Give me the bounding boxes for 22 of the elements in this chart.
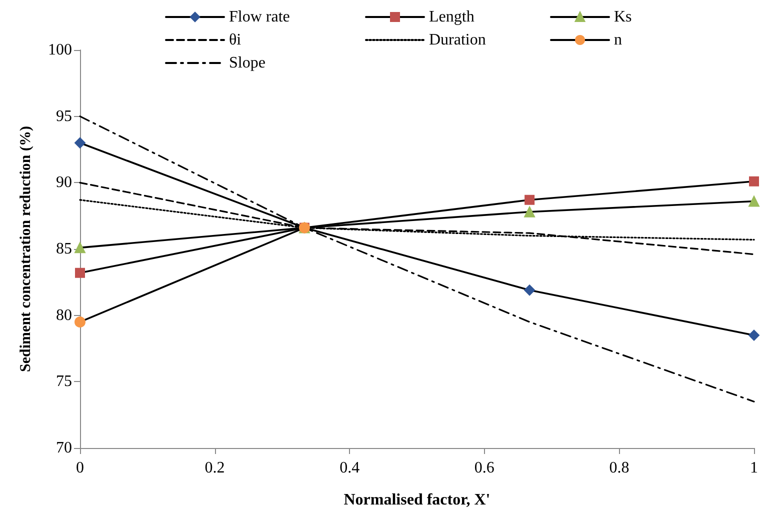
y-tick-label: 75 — [56, 373, 72, 390]
legend-label: Flow rate — [229, 8, 290, 26]
legend-label: Slope — [229, 54, 266, 72]
legend-label: n — [614, 32, 622, 48]
x-tick-label: 0 — [76, 460, 84, 476]
x-axis-title: Normalised factor, X' — [344, 492, 490, 508]
x-tick-label: 0.2 — [204, 460, 225, 476]
y-tick-label: 95 — [56, 108, 72, 125]
x-tick-label: 0.6 — [474, 460, 494, 476]
legend-label: θi — [229, 32, 242, 48]
x-tick-label: 1 — [750, 460, 758, 476]
legend-label: Length — [429, 8, 474, 26]
x-tick-label: 0.8 — [609, 460, 630, 476]
y-axis-title: Sediment concentration reduction (%) — [18, 126, 34, 372]
y-tick-label: 100 — [48, 42, 72, 58]
legend-label: Ks — [614, 8, 632, 26]
legend-label: Duration — [429, 32, 486, 48]
y-tick-label: 90 — [56, 174, 72, 192]
y-tick-label: 70 — [56, 440, 72, 456]
x-tick-label: 0.4 — [340, 460, 360, 476]
y-tick-label: 85 — [56, 240, 72, 258]
y-tick-label: 80 — [56, 306, 72, 324]
